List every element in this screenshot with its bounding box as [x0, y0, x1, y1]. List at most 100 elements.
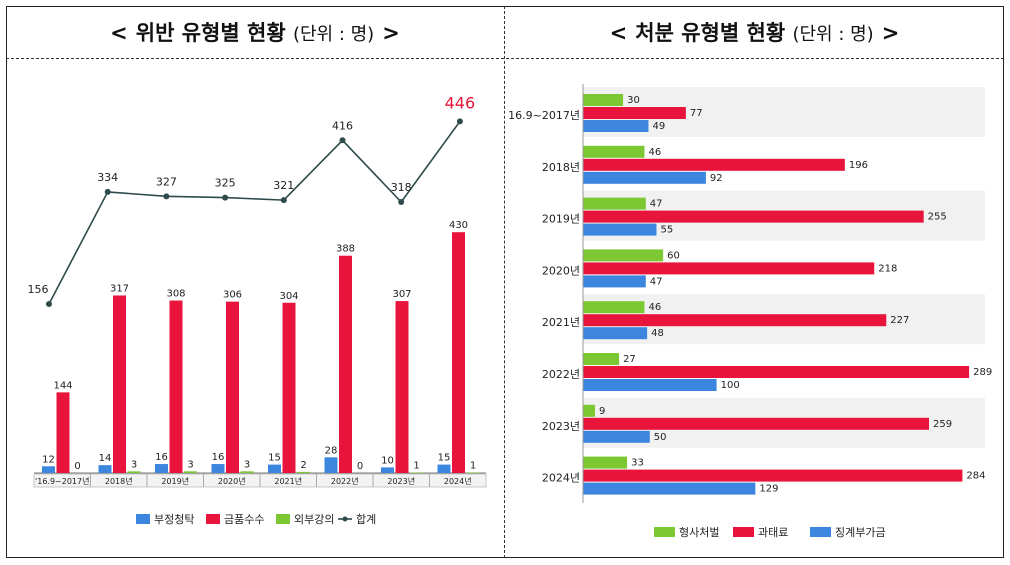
legend-swatch-금품수수 — [206, 514, 220, 524]
hbar-형사처벌 — [583, 353, 620, 365]
bar-value-label: 306 — [223, 290, 242, 301]
bar-value-label: 144 — [53, 380, 72, 391]
bar-부정청탁 — [155, 464, 168, 473]
hbar-형사처벌 — [583, 197, 646, 210]
hbar-과태료 — [583, 210, 924, 223]
hbar-형사처벌 — [583, 94, 624, 106]
hbar-value-label: 46 — [648, 302, 661, 313]
hbar-징계부가금 — [583, 171, 706, 184]
bar-value-label: 14 — [99, 453, 112, 464]
hbar-과태료 — [583, 107, 686, 119]
hbar-과태료 — [583, 262, 875, 275]
bar-금품수수 — [56, 392, 70, 473]
bar-부정청탁 — [324, 457, 338, 473]
right-header-close: > — [881, 21, 900, 45]
total-value-label: 318 — [391, 181, 412, 194]
legend-label: 부정청탁 — [154, 513, 194, 526]
hbar-value-label: 284 — [966, 471, 985, 482]
y-tick-label: 2024년 — [542, 472, 580, 485]
hbar-value-label: 218 — [878, 263, 897, 274]
y-tick-label: 16.9~2017년 — [508, 109, 580, 122]
hbar-value-label: 77 — [690, 108, 703, 119]
x-tick-label: 2022년 — [331, 476, 359, 486]
y-tick-label: 2021년 — [542, 316, 580, 329]
total-point — [339, 137, 346, 144]
right-panel-header: < 처분 유형별 현황 (단위 : 명) > — [505, 12, 1004, 54]
total-point — [222, 194, 229, 201]
hbar-value-label: 47 — [650, 276, 663, 287]
legend-label: 과태료 — [758, 526, 788, 539]
bar-금품수수 — [282, 302, 296, 473]
hbar-value-label: 33 — [631, 458, 644, 469]
y-tick-label: 2018년 — [542, 161, 580, 174]
bar-금품수수 — [452, 232, 465, 473]
hbar-형사처벌 — [583, 145, 645, 158]
bar-금품수수 — [113, 295, 126, 473]
outer-frame — [6, 6, 1004, 558]
bar-부정청탁 — [437, 464, 451, 473]
hbar-value-label: 49 — [652, 121, 665, 132]
legend-label: 합계 — [356, 513, 376, 526]
bar-외부강의 — [240, 471, 254, 473]
bar-value-label: 3 — [131, 459, 137, 470]
left-header-close: > — [382, 21, 400, 45]
total-point — [104, 188, 111, 195]
bar-외부강의 — [184, 471, 197, 473]
bar-value-label: 15 — [268, 453, 281, 464]
y-tick-label: 2020년 — [542, 264, 580, 277]
hbar-value-label: 9 — [599, 406, 605, 417]
bar-value-label: 28 — [325, 445, 338, 456]
total-value-label: 325 — [215, 177, 236, 190]
right-header-unit: (단위 : 명) — [792, 24, 874, 45]
header-divider — [6, 58, 1004, 59]
total-point — [163, 193, 170, 200]
total-point — [46, 301, 52, 307]
bar-value-label: 308 — [166, 289, 185, 300]
bar-value-label: 10 — [381, 455, 394, 466]
total-value-label: 446 — [445, 93, 476, 112]
hbar-value-label: 50 — [654, 432, 667, 443]
hbar-value-label: 129 — [759, 484, 778, 495]
bar-부정청탁 — [42, 466, 55, 473]
hbar-value-label: 47 — [650, 199, 663, 210]
hbar-value-label: 100 — [721, 380, 740, 391]
bar-금품수수 — [339, 255, 352, 473]
bar-value-label: 0 — [74, 461, 80, 472]
bar-금품수수 — [226, 301, 239, 473]
x-tick-label: '16.9~2017년 — [35, 476, 89, 486]
total-value-label: 156 — [28, 283, 49, 296]
hbar-value-label: 48 — [651, 328, 664, 339]
hbar-형사처벌 — [583, 456, 628, 469]
legend-swatch-형사처벌 — [654, 527, 675, 537]
hbar-value-label: 196 — [849, 160, 868, 171]
bar-value-label: 3 — [187, 459, 193, 470]
bar-외부강의 — [410, 472, 423, 473]
hbar-value-label: 55 — [660, 225, 673, 236]
legend-swatch-외부강의 — [276, 514, 290, 524]
bar-value-label: 12 — [42, 454, 55, 465]
left-panel-header: < 위반 유형별 현황 (단위 : 명) > — [6, 12, 504, 54]
bar-외부강의 — [466, 472, 480, 473]
hbar-형사처벌 — [583, 301, 645, 314]
legend-label: 징계부가금 — [835, 526, 886, 539]
hbar-과태료 — [583, 158, 845, 171]
legend-label: 금품수수 — [224, 513, 264, 526]
legend-label: 외부강의 — [294, 513, 334, 526]
hbar-과태료 — [583, 417, 930, 430]
bar-value-label: 317 — [110, 283, 129, 294]
legend-swatch-부정청탁 — [136, 514, 150, 524]
hbar-징계부가금 — [583, 379, 717, 391]
bar-value-label: 1 — [470, 460, 476, 471]
bar-value-label: 430 — [449, 220, 468, 231]
right-header-open: < — [609, 21, 628, 45]
legend-swatch-징계부가금 — [810, 527, 831, 537]
hbar-과태료 — [583, 469, 963, 482]
bar-value-label: 388 — [336, 244, 355, 255]
left-header-open: < — [110, 21, 128, 45]
hbar-과태료 — [583, 366, 970, 378]
hbar-징계부가금 — [583, 120, 649, 132]
left-header-title: 위반 유형별 현황 — [135, 21, 286, 45]
y-tick-label: 2022년 — [542, 368, 580, 381]
hbar-value-label: 92 — [710, 173, 723, 184]
hbar-value-label: 46 — [648, 147, 661, 158]
